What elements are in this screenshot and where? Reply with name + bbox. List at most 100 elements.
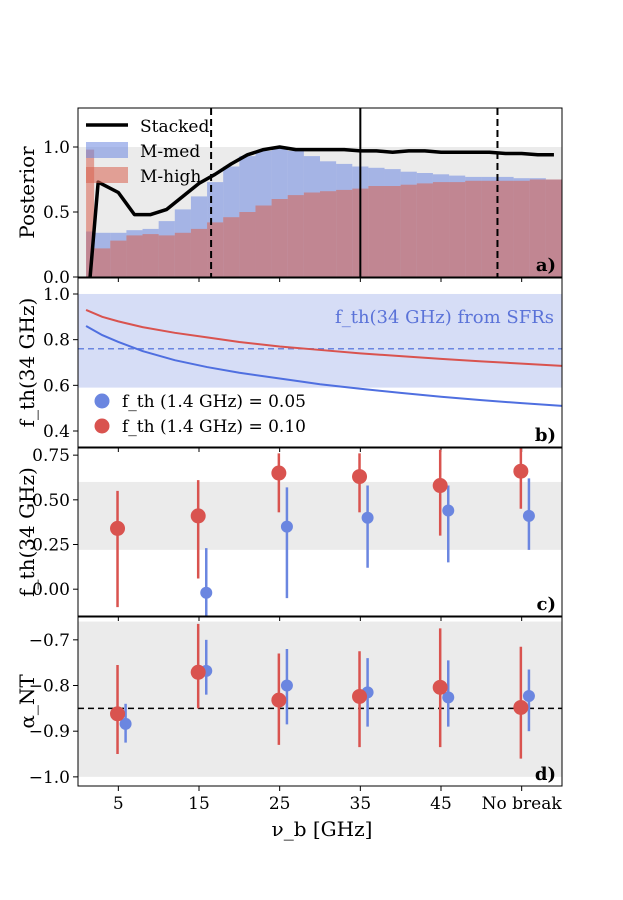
hist-bar — [239, 212, 256, 277]
y-tick-label: 0.8 — [43, 331, 70, 351]
hist-bar — [126, 235, 143, 277]
data-point — [110, 706, 126, 722]
hist-bar — [384, 186, 401, 277]
hist-bar — [513, 180, 530, 277]
panel-frame — [77, 277, 563, 448]
data-point — [280, 520, 293, 533]
legend-label: M-med — [140, 142, 200, 162]
x-axis: ν_b [GHz] 5 15 25 35 45 No break — [113, 794, 562, 841]
legend-label: f_th (1.4 GHz) = 0.10 — [122, 417, 306, 437]
data-point — [432, 478, 448, 494]
legend-swatch-mmed — [86, 142, 128, 158]
hist-bar — [416, 183, 433, 277]
x-tick-label: 15 — [188, 794, 210, 814]
shaded-band — [78, 621, 562, 777]
data-point — [352, 688, 368, 704]
data-point — [190, 664, 206, 680]
hist-bar — [223, 217, 240, 277]
y-tick-label: 0.00 — [32, 580, 70, 600]
data-point — [513, 699, 529, 715]
hist-bar — [86, 149, 95, 277]
hist-bar — [255, 205, 272, 277]
y-tick-label: −0.7 — [29, 631, 70, 651]
y-tick-label: −0.8 — [29, 677, 70, 697]
fth-curve — [85, 325, 562, 407]
y-tick-label: 0.25 — [32, 536, 70, 556]
x-axis-label: ν_b [GHz] — [272, 817, 373, 841]
data-point — [271, 465, 287, 481]
legend-marker — [94, 393, 110, 409]
y-tick-label: 0.50 — [32, 491, 70, 511]
data-point — [190, 508, 206, 524]
sfr-band-label: f_th(34 GHz) from SFRs — [335, 307, 554, 328]
x-tick-label: 45 — [430, 794, 452, 814]
x-tick-label: 35 — [350, 794, 372, 814]
hist-bar — [529, 179, 546, 277]
hist-bar — [465, 180, 482, 277]
y-tick-label: 0.6 — [43, 376, 70, 396]
panel-label: c) — [537, 594, 556, 615]
data-point — [522, 509, 535, 522]
legend-swatch-mhigh — [86, 167, 128, 183]
y-axis-label: Posterior — [15, 146, 39, 239]
hist-bar — [142, 234, 159, 277]
series-points — [110, 448, 529, 608]
legend: Stacked M-med M-high — [86, 117, 209, 187]
hist-bar — [545, 179, 562, 277]
plot-area — [78, 448, 562, 616]
stacked-line — [88, 145, 554, 277]
hist-bar — [432, 182, 450, 277]
data-point — [110, 520, 126, 536]
legend-marker — [94, 418, 110, 434]
plot-area — [78, 108, 562, 277]
data-point — [280, 679, 293, 692]
series-points — [119, 639, 535, 743]
hist-bar — [110, 240, 127, 277]
hist-bar — [320, 191, 337, 277]
y-tick-label: 0.4 — [43, 422, 70, 442]
hist-bar — [303, 192, 320, 277]
panel-frame — [77, 616, 563, 787]
y-axis-label: α_NT — [15, 674, 39, 729]
hist-bar — [271, 199, 288, 277]
panel-c: 0.00 0.25 0.50 0.75f_th(34 GHz) c) — [15, 446, 563, 621]
plot-area — [78, 293, 562, 407]
y-axis-label: f_th(34 GHz) — [15, 298, 39, 428]
hist-bar — [368, 186, 385, 277]
x-tick-label: 25 — [269, 794, 291, 814]
y-axis-label: f_th(34 GHz) — [15, 467, 39, 597]
y-tick-label: 0.5 — [43, 203, 70, 223]
panel-b: f_th(34 GHz) from SFRs f_th (1.4 GHz) = 0… — [15, 277, 563, 452]
data-point — [119, 717, 132, 730]
hist-bar — [190, 228, 208, 277]
hist-bar — [174, 232, 191, 277]
y-tick-label: 1.0 — [43, 138, 70, 158]
panel-d: −1.0 −0.9 −0.8 −0.7 α_NT d) — [15, 616, 563, 791]
series-points — [110, 623, 529, 759]
panel-label: b) — [535, 425, 556, 446]
hist-bar — [481, 180, 498, 277]
hist-bar — [207, 222, 224, 277]
x-tick-label: No break — [482, 794, 563, 814]
data-point — [442, 691, 455, 704]
hist-bar — [336, 189, 353, 277]
legend-label: M-high — [140, 167, 201, 187]
y-tick-label: 0.0 — [43, 268, 70, 288]
data-point — [522, 690, 535, 703]
fth-curve — [85, 309, 562, 367]
shaded-band — [78, 481, 562, 550]
series-points — [200, 478, 535, 616]
hist-bar — [287, 195, 304, 277]
data-point — [200, 586, 213, 599]
legend: f_th (1.4 GHz) = 0.05 f_th (1.4 GHz) = 0.… — [94, 392, 306, 437]
x-tick-label: 5 — [113, 794, 124, 814]
hist-bar — [400, 184, 417, 277]
plot-area — [78, 621, 562, 777]
y-tick-label: 0.75 — [32, 446, 70, 466]
data-point — [271, 692, 287, 708]
hist-bar — [497, 180, 514, 277]
hist-bar — [94, 248, 111, 277]
panel-frame — [77, 107, 563, 278]
